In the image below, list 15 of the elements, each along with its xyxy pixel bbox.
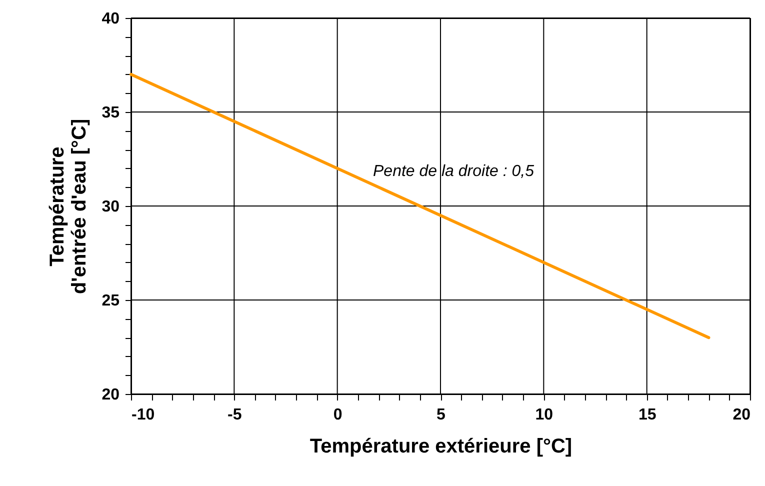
x-tick-label: -5 [228,406,242,424]
y-tick-label: 35 [102,104,120,122]
y-tick-label: 20 [102,386,120,404]
x-tick-label: -10 [132,406,155,424]
x-axis-title: Température extérieure [°C] [310,436,572,458]
x-tick-label: 5 [436,406,446,424]
annotation: Pente de la droite : 0,5 [373,163,534,180]
y-tick-label: 30 [102,198,120,216]
x-tick-label: 15 [638,406,656,424]
y-tick-label: 25 [102,292,120,310]
y-tick-label: 40 [102,10,120,28]
y-axis-title: Température d'entrée d'eau [°C] [46,118,91,294]
x-tick-label: 0 [333,406,342,424]
x-tick-label: 10 [535,406,554,424]
x-tick-label: 20 [732,406,751,424]
